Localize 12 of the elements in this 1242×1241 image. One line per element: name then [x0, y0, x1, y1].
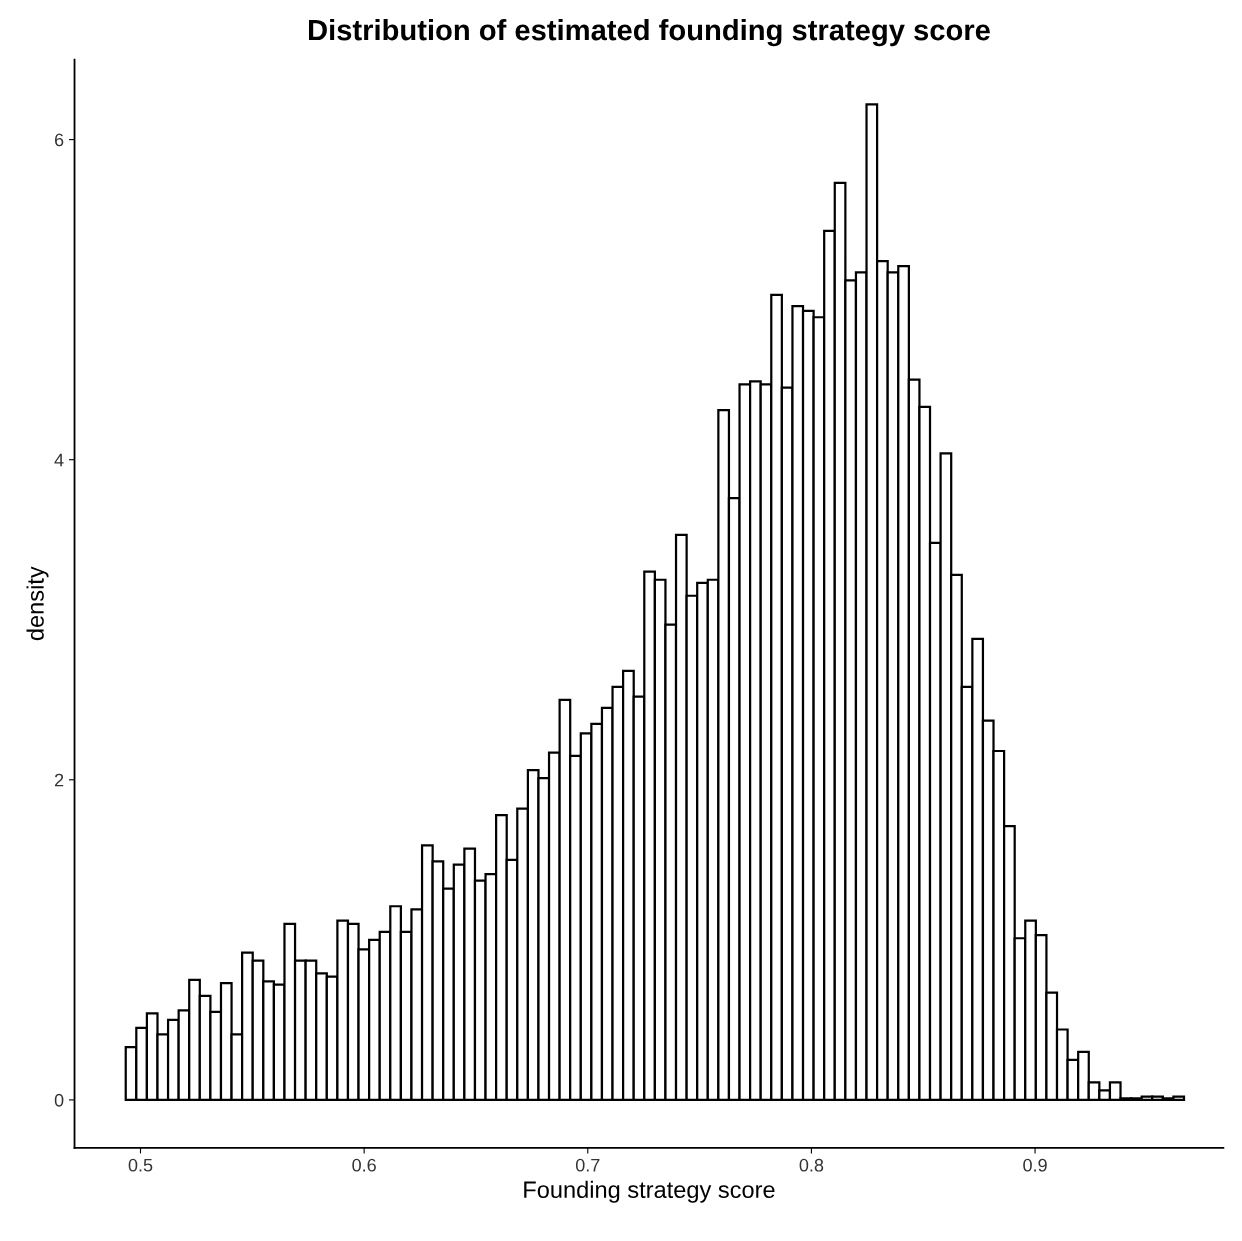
- x-tick-label: 0.5: [128, 1158, 153, 1172]
- x-tick-label: 0.6: [352, 1158, 376, 1172]
- y-tick-label: 6: [54, 133, 64, 147]
- x-tick-label: 0.8: [799, 1158, 824, 1172]
- x-axis-title: Founding strategy score: [524, 1180, 775, 1203]
- chart-title: Distribution of estimated founding strategy score: [308, 18, 990, 47]
- x-tick-label: 0.7: [575, 1158, 600, 1172]
- x-tick-label: 0.9: [1023, 1158, 1047, 1172]
- y-tick-label: 0: [54, 1093, 64, 1107]
- y-tick-label: 4: [54, 453, 64, 467]
- y-axis-title: density: [26, 566, 49, 641]
- y-tick-label: 2: [54, 773, 64, 787]
